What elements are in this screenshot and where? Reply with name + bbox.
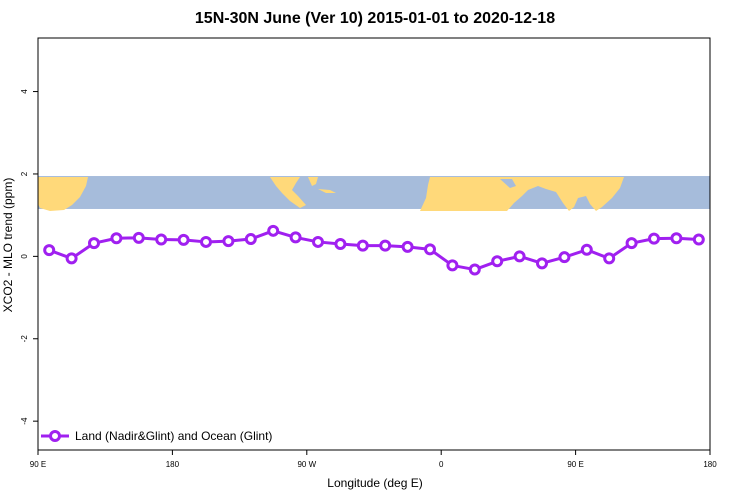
chart-title: 15N-30N June (Ver 10) 2015-01-01 to 2020… — [194, 10, 556, 27]
data-point — [289, 231, 302, 244]
data-point — [43, 244, 56, 257]
legend-marker — [49, 430, 61, 442]
data-point — [267, 224, 280, 237]
data-point — [401, 240, 414, 253]
y-tick-label: 2 — [20, 171, 29, 176]
legend: Land (Nadir&Glint) and Ocean (Glint) — [41, 429, 272, 443]
y-axis: 4 2 0 -2 -4 — [20, 89, 38, 425]
plot-frame — [37, 37, 711, 451]
x-tick-label: 180 — [166, 460, 180, 469]
x-tick-label: 90 E — [30, 460, 46, 469]
y-tick-label: 4 — [20, 89, 29, 94]
map-land-cuba — [318, 189, 336, 193]
series-line — [48, 229, 699, 272]
data-point — [200, 235, 212, 248]
data-point — [446, 259, 459, 272]
data-point — [177, 233, 190, 246]
x-tick-label: 90 W — [297, 460, 316, 469]
map-land-mexico — [270, 177, 306, 208]
data-point — [244, 233, 257, 246]
data-point — [88, 237, 100, 250]
y-tick-label: 0 — [20, 254, 29, 259]
data-point — [132, 231, 145, 244]
data-point — [222, 235, 235, 248]
world-map-band — [38, 176, 710, 211]
x-tick-label: 90 E — [567, 460, 583, 469]
x-tick-label: 0 — [439, 460, 444, 469]
data-point — [513, 250, 526, 263]
data-point — [110, 232, 123, 245]
map-land-gulf-water — [500, 179, 516, 188]
y-tick-label: -4 — [20, 417, 29, 425]
data-point — [356, 239, 369, 252]
data-point — [558, 251, 571, 264]
map-land-florida — [308, 177, 318, 186]
data-point — [536, 257, 548, 270]
data-point — [603, 252, 616, 265]
y-axis-label: XCO2 - MLO trend (ppm) — [1, 177, 15, 313]
data-point — [580, 243, 593, 256]
data-point — [625, 237, 638, 250]
data-point — [155, 233, 168, 246]
x-axis: 90 E 180 90 W 0 90 E 180 — [30, 450, 717, 469]
data-point — [670, 232, 683, 245]
data-point — [491, 255, 504, 268]
data-point — [312, 235, 324, 248]
data-point — [65, 252, 78, 265]
x-axis-label: Longitude (deg E) — [327, 476, 423, 490]
map-land-africa-arabia-india — [420, 177, 624, 211]
data-point — [424, 243, 436, 256]
data-point — [334, 238, 347, 250]
data-point — [468, 263, 481, 276]
series-layer — [43, 224, 705, 276]
y-tick-label: -2 — [20, 335, 29, 343]
data-point — [648, 232, 660, 245]
data-point — [379, 239, 392, 252]
x-tick-label: 180 — [703, 460, 717, 469]
legend-label: Land (Nadir&Glint) and Ocean (Glint) — [75, 429, 272, 443]
map-land-australia-west — [38, 177, 88, 211]
data-point — [692, 233, 705, 246]
